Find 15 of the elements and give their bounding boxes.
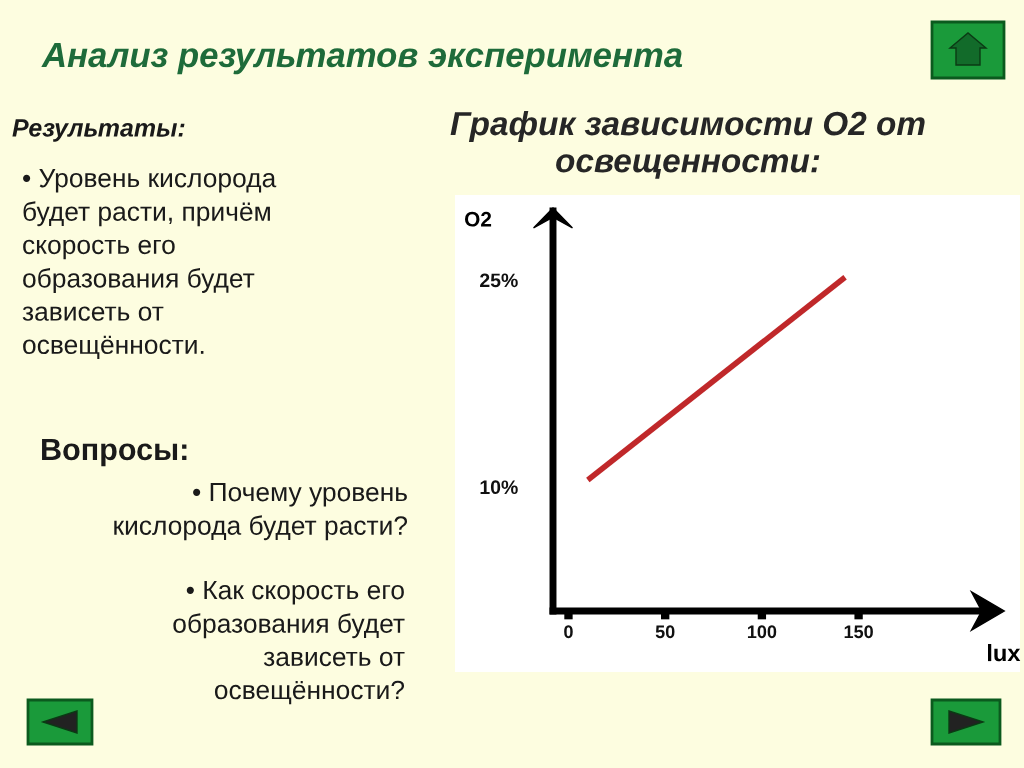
text: • Уровень кислорода будет расти, причём скорость его образования будет зависеть от освещённости.	[22, 168, 277, 360]
x-tick-label: 50	[655, 625, 675, 639]
text: • Как скорость его образования будет зависеть от освещённости?	[173, 580, 405, 705]
y-tick-label: 10%	[480, 480, 518, 495]
x-tick-label: 0	[564, 625, 573, 639]
chart-title: График зависимости O2 от освещенности:	[450, 110, 925, 179]
x-tick-label: 100	[747, 625, 777, 639]
chart-subtitle: Анализ результатов эксперимента	[41, 43, 683, 75]
text: • Почему уровень кислорода будет расти?	[114, 482, 408, 541]
x-axis-title: lux	[988, 643, 1021, 662]
text: Вопросы:	[42, 438, 187, 467]
y-axis-title: O2	[464, 211, 492, 227]
x-tick-label: 150	[844, 625, 873, 639]
text: Результаты:	[12, 119, 185, 142]
y-tick-label: 25%	[480, 273, 518, 288]
